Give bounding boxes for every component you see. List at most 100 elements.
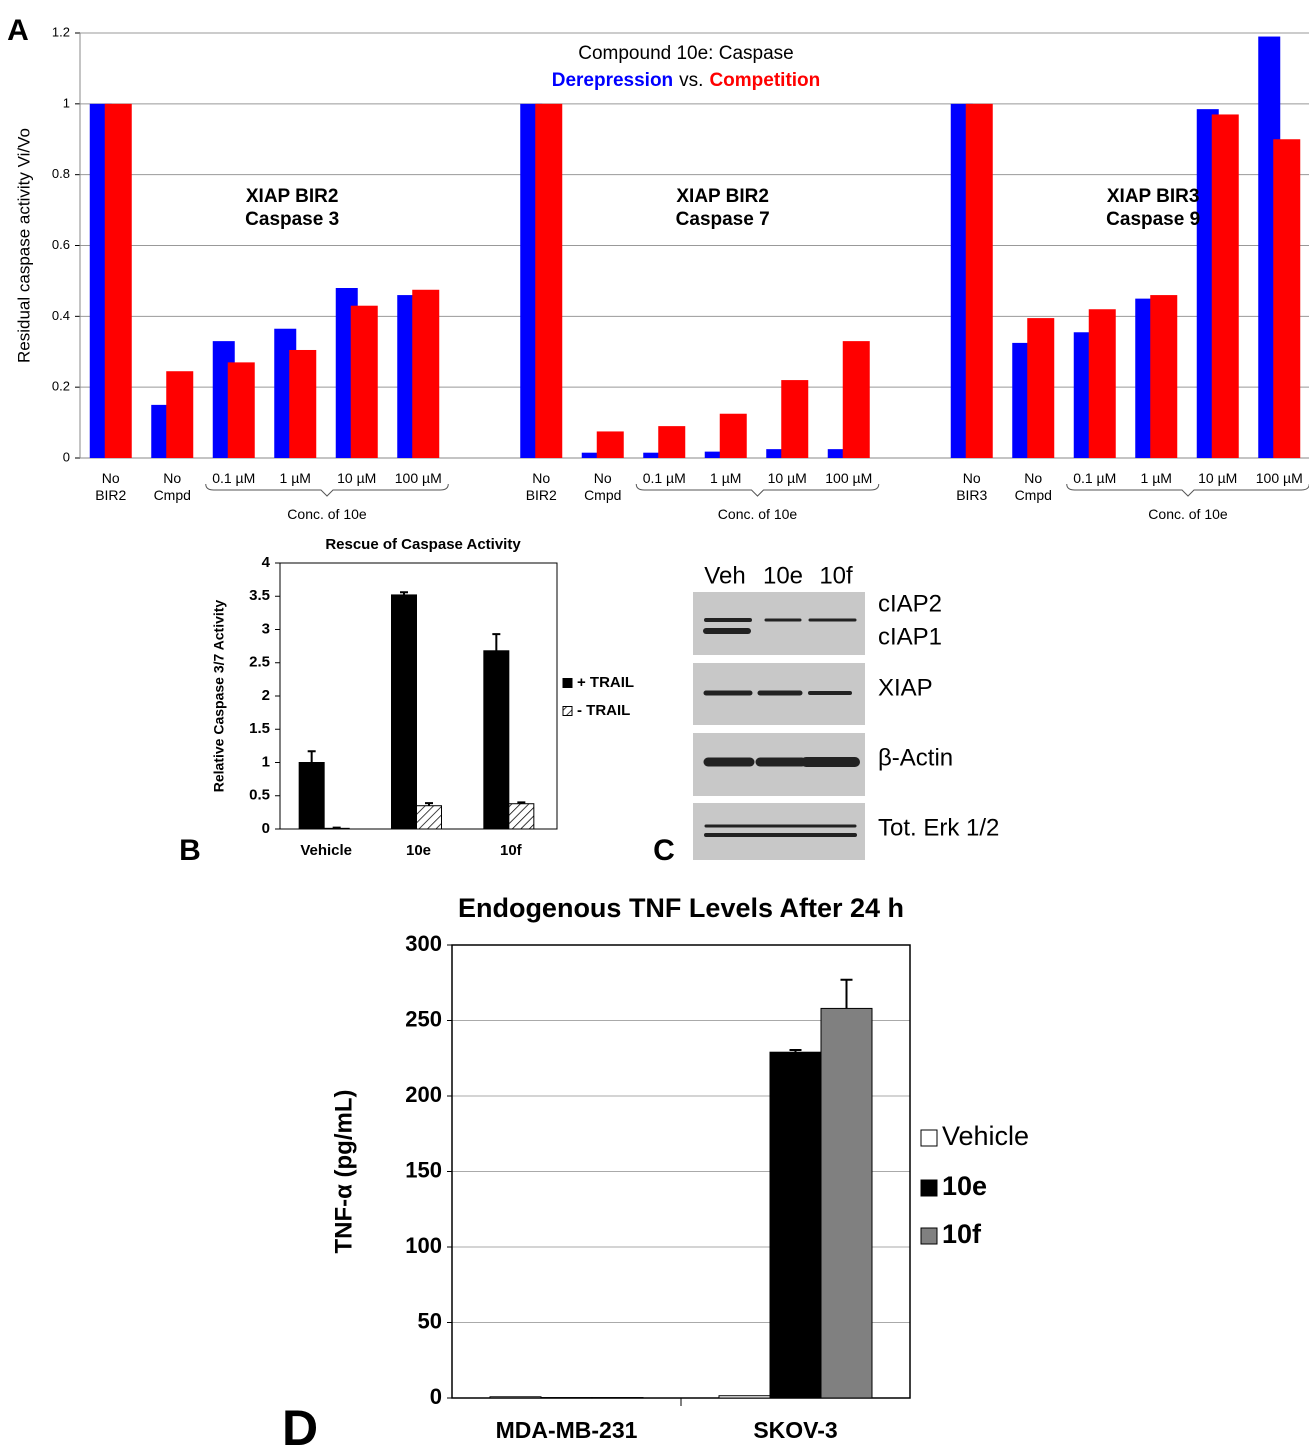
bar: [1150, 295, 1177, 458]
legend-swatch: [563, 707, 572, 716]
x-tick-label: 10 µM: [327, 470, 387, 487]
blot-image: [693, 592, 865, 860]
band-label: cIAP1: [878, 623, 942, 650]
x-tick-label: 0.1 µM: [204, 470, 264, 487]
panel-letter: C: [653, 834, 675, 867]
y-tick-label: 2.5: [249, 654, 270, 671]
panel-letter: B: [179, 834, 201, 867]
bar: [535, 104, 562, 458]
x-tick-label: No Cmpd: [142, 470, 202, 504]
legend-entry: Derepression: [552, 70, 673, 91]
y-tick-label: 3: [262, 620, 270, 637]
legend-label: Vehicle: [942, 1121, 1029, 1151]
y-tick-label: 0: [63, 449, 70, 464]
bar: [412, 290, 439, 458]
legend-label: - TRAIL: [577, 702, 630, 719]
y-tick-label: 200: [405, 1082, 442, 1107]
y-tick-label: 1.5: [249, 720, 270, 737]
bar: [1273, 139, 1300, 458]
bar: [843, 341, 870, 458]
bar: [299, 763, 324, 830]
y-axis-label: Residual caspase activity Vi/Vo: [14, 128, 33, 363]
bar: [351, 306, 378, 458]
error-bar: [492, 634, 500, 651]
x-tick-label: No BIR2: [81, 470, 141, 504]
bar: [770, 1052, 821, 1398]
bar: [509, 804, 534, 829]
x-tick-label: 100 µM: [388, 470, 448, 487]
bar: [166, 371, 193, 458]
group-label: XIAP BIR2 Caspase 7: [633, 186, 813, 232]
legend: Derepression vs. Competition: [80, 70, 1292, 93]
y-tick-label: 4: [262, 554, 271, 571]
bracket-label: Conc. of 10e: [688, 506, 828, 523]
legend-label: 10f: [942, 1219, 982, 1249]
bar: [228, 362, 255, 458]
error-bar: [841, 980, 853, 1009]
y-axis-label: TNF-α (pg/mL): [330, 1089, 357, 1253]
y-tick-label: 0.4: [52, 308, 70, 323]
x-tick-label: No Cmpd: [1003, 470, 1063, 504]
band-label: cIAP2: [878, 590, 942, 617]
error-bar: [333, 828, 341, 829]
x-tick-label: 10 µM: [1188, 470, 1248, 487]
y-tick-label: 0.2: [52, 379, 70, 394]
bar: [592, 1398, 643, 1399]
bar: [541, 1398, 592, 1399]
chart-title: Rescue of Caspase Activity: [325, 536, 521, 553]
y-tick-label: 0.5: [249, 787, 270, 804]
band-label: XIAP: [878, 674, 933, 701]
lane-label: Veh: [704, 562, 745, 589]
y-tick-label: 0: [262, 820, 270, 837]
legend-swatch: [563, 679, 572, 688]
bar: [597, 431, 624, 458]
lane-label: 10e: [763, 562, 803, 589]
x-tick-label: SKOV-3: [753, 1417, 837, 1443]
x-tick-label: No Cmpd: [573, 470, 633, 504]
y-tick-label: 0: [430, 1384, 442, 1409]
bar: [289, 350, 316, 458]
panel-letter: A: [7, 14, 29, 47]
x-tick-label: No BIR3: [942, 470, 1002, 504]
y-tick-label: 250: [405, 1006, 442, 1031]
y-axis-label: Relative Caspase 3/7 Activity: [211, 600, 227, 793]
bar: [484, 651, 509, 829]
x-tick-label: 100 µM: [1249, 470, 1309, 487]
legend-entry: Competition: [709, 70, 820, 91]
legend-label: 10e: [942, 1171, 987, 1201]
bracket-label: Conc. of 10e: [257, 506, 397, 523]
x-tick-label: 10 µM: [757, 470, 817, 487]
bar: [105, 104, 132, 458]
chart-title: Compound 10e: Caspase: [80, 43, 1292, 66]
x-tick-label: 1 µM: [265, 470, 325, 487]
bar: [490, 1397, 541, 1398]
x-tick-label: 0.1 µM: [634, 470, 694, 487]
x-tick-label: 1 µM: [1126, 470, 1186, 487]
bar: [1027, 318, 1054, 458]
y-tick-label: 0.8: [52, 166, 70, 181]
lane-label: 10f: [819, 562, 853, 589]
bracket-label: Conc. of 10e: [1118, 506, 1258, 523]
y-tick-label: 2: [262, 687, 270, 704]
chart-title: Endogenous TNF Levels After 24 h: [458, 893, 904, 923]
bar: [392, 595, 417, 829]
x-tick-label: No BIR2: [511, 470, 571, 504]
x-tick-label: 100 µM: [819, 470, 879, 487]
x-tick-label: 10f: [500, 842, 523, 859]
bar: [719, 1396, 770, 1398]
legend-swatch: [921, 1180, 937, 1196]
figure: A00.20.40.60.811.2Residual caspase activ…: [0, 0, 1309, 1454]
band-label: β-Actin: [878, 744, 953, 771]
x-tick-label: MDA-MB-231: [496, 1417, 638, 1443]
y-tick-label: 100: [405, 1233, 442, 1258]
bar: [781, 380, 808, 458]
y-tick-label: 1: [63, 95, 70, 110]
group-label: XIAP BIR2 Caspase 3: [202, 186, 382, 232]
bar: [1212, 114, 1239, 458]
legend-joiner: vs.: [679, 70, 703, 91]
legend-label: + TRAIL: [577, 674, 634, 691]
error-bar: [308, 751, 316, 762]
panel-letter: D: [282, 1400, 318, 1454]
y-tick-label: 1: [262, 753, 270, 770]
x-tick-label: 10e: [406, 842, 431, 859]
